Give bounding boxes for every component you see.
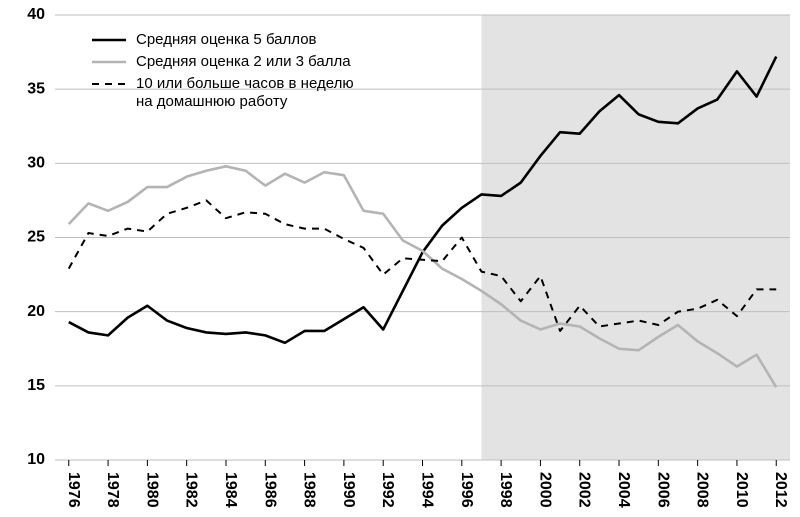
x-tick-label: 2006 (654, 472, 671, 508)
y-tick-label: 25 (27, 229, 45, 246)
x-tick-label: 1994 (419, 472, 436, 508)
x-tick-label: 1986 (261, 472, 278, 508)
x-tick-label: 1992 (379, 472, 396, 508)
legend-label: на домашнюю работу (136, 93, 288, 110)
line-chart: 10 15 20 25 30 35 40 1976 1978 1980 1982 1984 1986 19… (0, 0, 800, 517)
x-tick-label: 2010 (733, 472, 750, 508)
x-tick-label: 1996 (458, 472, 475, 508)
x-tick-label: 1980 (143, 472, 160, 508)
x-tick-label: 1984 (222, 472, 239, 508)
x-tick-label: 2008 (694, 472, 711, 508)
x-tick-label: 1988 (301, 472, 318, 508)
x-tick-label: 1990 (340, 472, 357, 508)
y-tick-label: 20 (27, 303, 45, 320)
x-tick-label: 2012 (772, 472, 789, 508)
x-tick-label: 1998 (497, 472, 514, 508)
x-tick-label: 2000 (536, 472, 553, 508)
legend-label: 10 или больше часов в неделю (136, 75, 354, 92)
x-tick-label: 2002 (576, 472, 593, 508)
x-tick-label: 1978 (104, 472, 121, 508)
y-tick-label: 10 (27, 451, 45, 468)
chart-svg: 10 15 20 25 30 35 40 1976 1978 1980 1982 1984 1986 19… (0, 0, 800, 517)
x-tick-label: 1982 (183, 472, 200, 508)
y-tick-label: 15 (27, 377, 45, 394)
y-tick-label: 35 (27, 80, 45, 97)
legend-label: Средняя оценка 5 баллов (136, 31, 317, 48)
x-tick-label: 1976 (65, 472, 82, 508)
y-tick-label: 30 (27, 155, 45, 172)
legend-label: Средняя оценка 2 или 3 балла (136, 53, 351, 70)
x-tick-label: 2004 (615, 472, 632, 508)
y-tick-label: 40 (27, 6, 45, 23)
legend: Средняя оценка 5 баллов Средняя оценка 2 … (92, 31, 354, 110)
